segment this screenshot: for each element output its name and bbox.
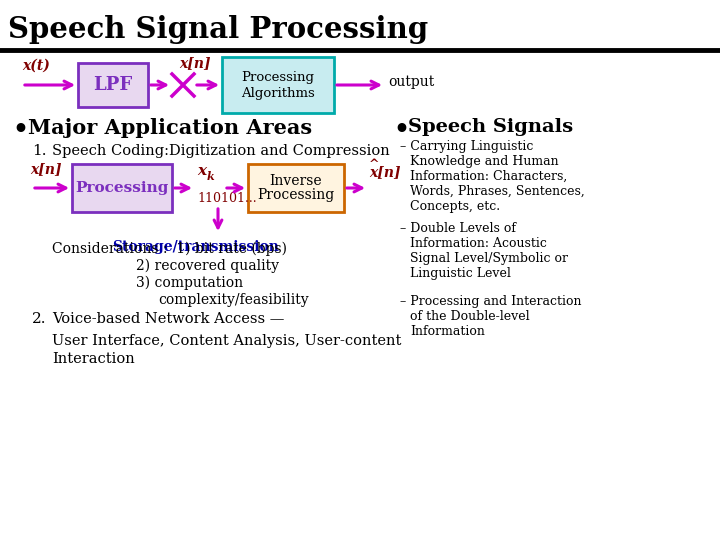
Text: Algorithms: Algorithms — [241, 86, 315, 99]
FancyBboxPatch shape — [78, 63, 148, 107]
Text: – Carrying Linguistic: – Carrying Linguistic — [400, 140, 534, 153]
Text: Processing: Processing — [257, 188, 335, 202]
Text: Processing: Processing — [241, 71, 315, 84]
Text: 2) recovered quality: 2) recovered quality — [136, 259, 279, 273]
Text: 110101...: 110101... — [197, 192, 256, 205]
Text: x(t): x(t) — [22, 59, 50, 73]
Text: Knowledge and Human: Knowledge and Human — [410, 155, 559, 168]
Text: Major Application Areas: Major Application Areas — [28, 118, 312, 138]
Text: •: • — [12, 118, 28, 142]
Text: Speech Coding:Digitization and Compression: Speech Coding:Digitization and Compressi… — [52, 144, 390, 158]
Text: LPF: LPF — [94, 76, 132, 94]
Text: Processing: Processing — [76, 181, 168, 195]
Text: Words, Phrases, Sentences,: Words, Phrases, Sentences, — [410, 185, 585, 198]
FancyBboxPatch shape — [72, 164, 172, 212]
Text: x[n]: x[n] — [30, 162, 62, 176]
Text: output: output — [388, 75, 434, 89]
Text: Interaction: Interaction — [52, 352, 135, 366]
Text: of the Double-level: of the Double-level — [410, 310, 530, 323]
Text: Speech Signals: Speech Signals — [408, 118, 573, 136]
FancyBboxPatch shape — [222, 57, 334, 113]
Text: Concepts, etc.: Concepts, etc. — [410, 200, 500, 213]
Text: 3) computation: 3) computation — [136, 276, 243, 291]
Text: User Interface, Content Analysis, User-content: User Interface, Content Analysis, User-c… — [52, 334, 401, 348]
Text: 2.: 2. — [32, 312, 47, 326]
Text: x: x — [197, 164, 206, 178]
Text: Storage/transmission: Storage/transmission — [112, 240, 279, 254]
Text: Signal Level/Symbolic or: Signal Level/Symbolic or — [410, 252, 568, 265]
Text: ^: ^ — [369, 158, 379, 171]
Text: x[n]: x[n] — [369, 165, 400, 179]
Text: – Processing and Interaction: – Processing and Interaction — [400, 295, 582, 308]
FancyBboxPatch shape — [248, 164, 344, 212]
Text: 1.: 1. — [32, 144, 47, 158]
Text: Voice-based Network Access —: Voice-based Network Access — — [52, 312, 284, 326]
Text: Considerations :  1) bit rate (bps): Considerations : 1) bit rate (bps) — [52, 242, 287, 256]
Text: •: • — [393, 118, 409, 142]
Text: Information: Characters,: Information: Characters, — [410, 170, 567, 183]
Text: Speech Signal Processing: Speech Signal Processing — [8, 15, 428, 44]
Text: Information: Information — [410, 325, 485, 338]
Text: – Double Levels of: – Double Levels of — [400, 222, 516, 235]
Text: Linguistic Level: Linguistic Level — [410, 267, 511, 280]
Text: Information: Acoustic: Information: Acoustic — [410, 237, 547, 250]
Text: Inverse: Inverse — [270, 174, 323, 188]
Text: k: k — [207, 171, 215, 182]
Text: x[n]: x[n] — [179, 56, 211, 70]
Text: complexity/feasibility: complexity/feasibility — [158, 293, 309, 307]
